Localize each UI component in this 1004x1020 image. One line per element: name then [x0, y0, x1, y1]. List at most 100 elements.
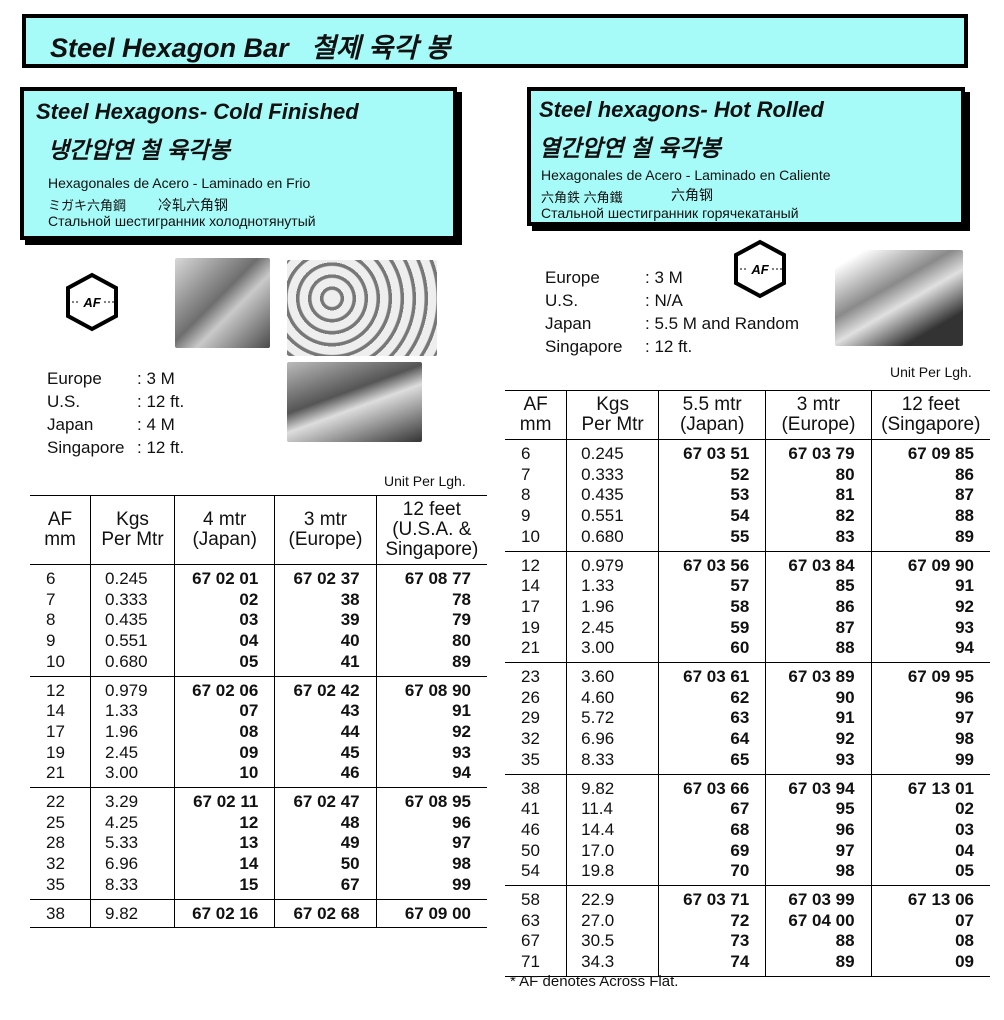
code-cell: 04	[870, 840, 990, 862]
cold-finished-table: AF mm Kgs Per Mtr 4 mtr (Japan) 3 mtr (Euro…	[30, 495, 487, 929]
table-row: 41 11.4 67 95 02	[505, 799, 990, 820]
weight-cell: 0.435	[566, 485, 659, 507]
code-cell: 38	[274, 589, 377, 611]
code-cell: 02	[174, 589, 275, 611]
code-cell: 09	[174, 742, 275, 764]
code-cell: 98	[870, 729, 990, 750]
table-row: 26 4.60 62 90 96	[505, 687, 990, 709]
table-row: 17 1.96 08 44 92	[30, 721, 487, 743]
af-size-cell: 14	[46, 701, 65, 721]
row-group: 22 3.29 67 02 11 67 02 47 67 08 95 25 4.25 12 48…	[30, 787, 487, 900]
code-cell: 39	[274, 610, 377, 632]
code-cell: 09	[870, 952, 990, 977]
code-cell: 97	[375, 833, 487, 855]
table-row: 6 0.245 67 02 01 67 02 37 67 08 77	[30, 564, 487, 590]
code-cell: 04	[174, 631, 275, 652]
weight-cell: 0.245	[90, 564, 175, 590]
weight-cell: 0.333	[566, 464, 659, 486]
code-cell: 44	[274, 721, 377, 743]
spec-region: Europe	[47, 369, 102, 388]
hexagon-af-icon: AF	[734, 239, 786, 299]
code-cell: 69	[658, 840, 766, 862]
af-size-cell: 54	[521, 861, 540, 881]
table-row: 12 0.979 67 03 56 67 03 84 67 09 90	[505, 551, 990, 577]
weight-cell: 27.0	[566, 910, 659, 932]
code-cell: 15	[174, 874, 275, 900]
table-row: 21 3.00 10 46 94	[30, 763, 487, 788]
column-header: 12 feet (Singapore)	[870, 390, 990, 440]
code-cell: 96	[765, 819, 872, 841]
table-row: 29 5.72 63 91 97	[505, 708, 990, 730]
weight-cell: 0.979	[566, 551, 659, 577]
code-cell: 48	[274, 812, 377, 834]
code-cell: 67 03 89	[765, 662, 872, 688]
af-size-cell: 10	[521, 526, 540, 546]
cold-chinese: 冷轧六角钢	[158, 197, 228, 213]
hot-unit-note: Unit Per Lgh.	[890, 364, 972, 380]
table-row: 8 0.435 03 39 79	[30, 610, 487, 632]
af-size-cell: 71	[521, 952, 540, 972]
af-size-cell: 32	[521, 729, 540, 749]
code-cell: 68	[658, 819, 766, 841]
spec-value: : N/A	[645, 291, 683, 310]
code-cell: 73	[658, 931, 766, 953]
af-size-cell: 17	[46, 721, 65, 741]
code-cell: 05	[870, 861, 990, 886]
code-cell: 67 03 79	[765, 439, 872, 465]
code-cell: 67 08 77	[375, 564, 487, 590]
table-row: 19 2.45 59 87 93	[505, 617, 990, 639]
af-size-cell: 25	[46, 812, 65, 832]
cold-russian: Стальной шестигранник холоднотянутый	[48, 213, 316, 229]
af-icon-label: AF	[82, 295, 101, 310]
weight-cell: 0.245	[566, 439, 659, 465]
code-cell: 95	[765, 799, 872, 820]
code-cell: 94	[375, 763, 487, 788]
code-cell: 67 13 06	[870, 885, 990, 911]
code-cell: 62	[658, 687, 766, 709]
weight-cell: 2.45	[90, 742, 175, 764]
code-cell: 67 03 51	[658, 439, 766, 465]
weight-cell: 6.96	[566, 729, 659, 750]
code-cell: 10	[174, 763, 275, 788]
spec-row: Japan : 5.5 M and Random	[545, 312, 799, 335]
code-cell: 67 02 16	[174, 899, 275, 928]
column-header: 5.5 mtr (Japan)	[658, 390, 766, 440]
code-cell: 89	[765, 952, 872, 977]
title-banner: Steel Hexagon Bar 철제 육각 봉	[22, 14, 968, 68]
code-cell: 03	[174, 610, 275, 632]
column-header: Kgs Per Mtr	[566, 390, 659, 440]
spec-region: Singapore	[545, 337, 623, 356]
weight-cell: 8.33	[566, 749, 659, 775]
af-size-cell: 14	[521, 576, 540, 596]
code-cell: 54	[658, 506, 766, 527]
code-cell: 63	[658, 708, 766, 730]
weight-cell: 34.3	[566, 952, 659, 977]
table-row: 54 19.8 70 98 05	[505, 861, 990, 886]
code-cell: 67 02 42	[274, 676, 377, 702]
code-cell: 49	[274, 833, 377, 855]
hot-rolled-bar-photo	[835, 250, 963, 346]
column-header: Kgs Per Mtr	[90, 495, 175, 565]
table-row: 21 3.00 60 88 94	[505, 638, 990, 663]
code-cell: 89	[375, 651, 487, 677]
column-header: 4 mtr (Japan)	[174, 495, 275, 565]
code-cell: 41	[274, 651, 377, 677]
weight-cell: 0.551	[90, 631, 175, 652]
af-size-cell: 38	[521, 778, 540, 798]
table-row: 25 4.25 12 48 96	[30, 812, 487, 834]
code-cell: 07	[174, 701, 275, 722]
code-cell: 88	[765, 638, 872, 663]
af-size-cell: 38	[46, 903, 65, 923]
weight-cell: 6.96	[90, 854, 175, 875]
hot-chinese: 六角钢	[671, 187, 713, 203]
spec-region: Japan	[47, 415, 94, 434]
code-cell: 86	[870, 464, 990, 486]
header-row: AF mm Kgs Per Mtr 5.5 mtr (Japan) 3 mtr (Eu…	[505, 390, 990, 440]
code-cell: 67 02 06	[174, 676, 275, 702]
code-cell: 67 03 61	[658, 662, 766, 688]
code-cell: 92	[765, 729, 872, 750]
header-row: AF mm Kgs Per Mtr 4 mtr (Japan) 3 mtr (Euro…	[30, 495, 487, 565]
code-cell: 80	[765, 464, 872, 486]
table-row: 8 0.435 53 81 87	[505, 485, 990, 507]
hot-korean: 열간압연 철 육각봉	[539, 135, 722, 161]
